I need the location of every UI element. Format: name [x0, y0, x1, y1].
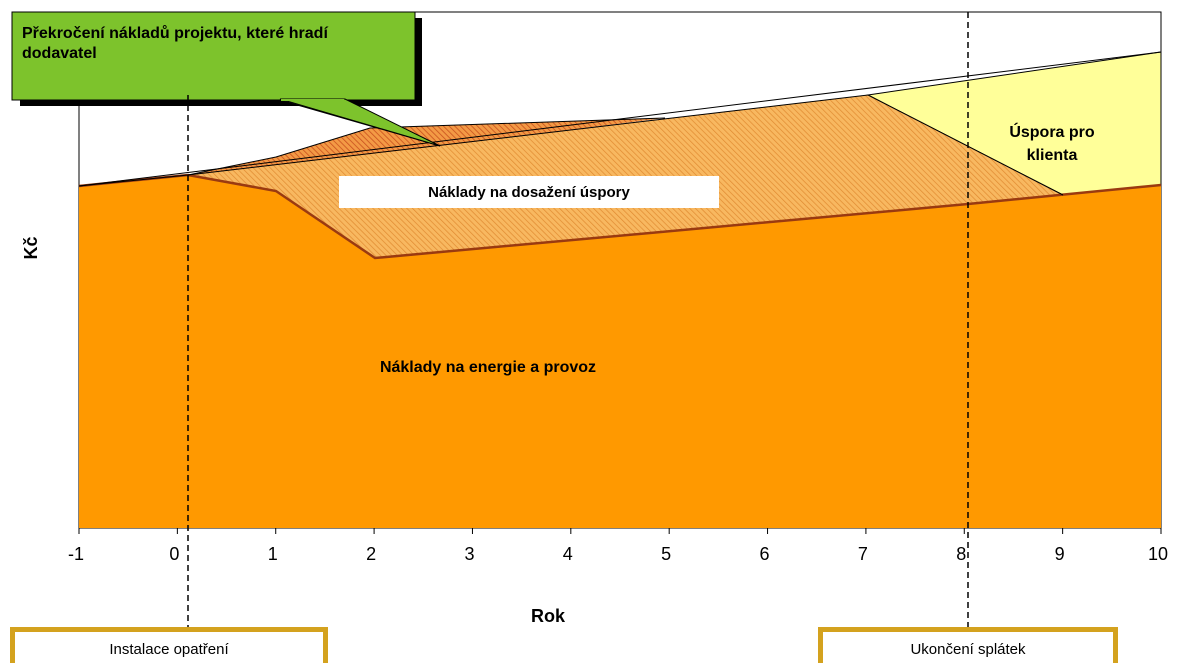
- callout: [11, 11, 441, 147]
- x-tick-label: 0: [169, 544, 179, 564]
- x-tick-label: 3: [464, 544, 474, 564]
- x-tick-label: 6: [760, 544, 770, 564]
- line-overrun-top: [187, 117, 666, 176]
- x-axis-title: Rok: [531, 606, 566, 626]
- x-tick-label: 9: [1055, 544, 1065, 564]
- x-tick-label: 8: [956, 544, 966, 564]
- x-tick-label: 10: [1148, 544, 1168, 564]
- y-axis-title: Kč: [21, 236, 41, 259]
- label-box-savings-cost: [339, 176, 719, 208]
- label-savings-cost: Náklady na dosažení úspory: [428, 184, 630, 201]
- line-project-cost: [78, 94, 1064, 196]
- callout-text: Překročení nákladů projektu, které hradí…: [22, 25, 328, 62]
- x-tick-label: 2: [366, 544, 376, 564]
- label-client-saving-line1: Úspora pro: [1009, 122, 1095, 141]
- area-energy: [79, 175, 1161, 528]
- line-baseline: [78, 51, 1162, 187]
- marker-label-installation: Instalace opatření: [109, 641, 229, 658]
- x-tick-label: 5: [661, 544, 671, 564]
- label-client-saving-line2: klienta: [1027, 147, 1078, 164]
- x-tick-label: 4: [563, 544, 573, 564]
- marker-label-end-payments: Ukončení splátek: [910, 641, 1026, 658]
- x-tick-label: 7: [858, 544, 868, 564]
- x-axis: -1 0 1 2 3 4 5 6 7 8 9 10: [68, 528, 1168, 564]
- x-tick-label: 1: [268, 544, 278, 564]
- marker-box-installation: Instalace opatření: [10, 627, 328, 663]
- marker-box-end-payments: Ukončení splátek: [818, 627, 1118, 663]
- x-tick-label: -1: [68, 544, 84, 564]
- label-energy: Náklady na energie a provoz: [380, 359, 596, 376]
